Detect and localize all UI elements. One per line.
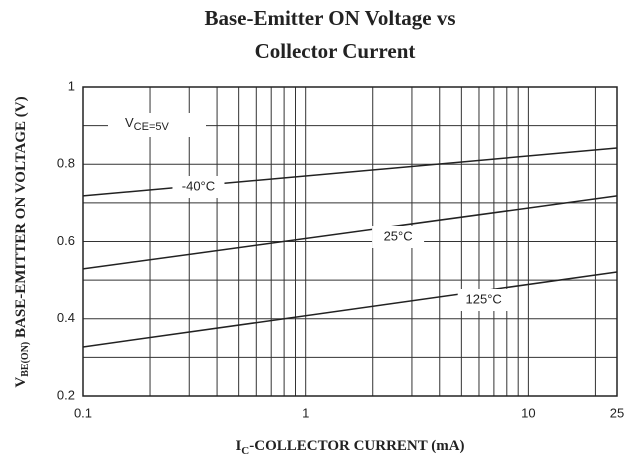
y-tick-label: 0.6 xyxy=(57,233,75,248)
chart-title: Base-Emitter ON Voltage vs xyxy=(204,6,455,30)
y-tick-label: 0.8 xyxy=(57,156,75,171)
series-line xyxy=(82,147,618,197)
x-tick-label: 0.1 xyxy=(74,405,92,420)
label-background xyxy=(457,289,510,311)
x-tick-label: 10 xyxy=(521,405,535,420)
condition-symbol: V xyxy=(125,115,134,130)
series-label: 25°C xyxy=(384,228,413,243)
condition-subscript: CE=5V xyxy=(134,121,170,133)
x-label-subscript: C xyxy=(241,445,249,457)
y-label-symbol: V xyxy=(13,377,29,388)
y-tick-label: 1 xyxy=(68,78,75,93)
label-background xyxy=(108,113,206,137)
condition-label: VCE=5V xyxy=(125,115,169,132)
chart-title: Collector Current xyxy=(255,39,416,63)
y-tick-label: 0.2 xyxy=(57,387,75,402)
y-label-subscript: BE(ON) xyxy=(20,342,31,377)
label-background xyxy=(172,176,225,198)
x-tick-label: 25 xyxy=(610,405,624,420)
y-tick-label: 0.4 xyxy=(57,310,75,325)
series-line xyxy=(82,195,618,270)
x-axis-label: IC-COLLECTOR CURRENT (mA) xyxy=(235,438,464,456)
series-line xyxy=(82,271,618,348)
y-axis-label: VBE(ON) BASE-EMITTER ON VOLTAGE (V) xyxy=(13,96,31,387)
x-label-symbol: I xyxy=(235,438,241,454)
x-label-text: -COLLECTOR CURRENT (mA) xyxy=(249,438,464,454)
series-label: 125°C xyxy=(466,291,502,306)
series-label: -40°C xyxy=(182,178,215,193)
label-background xyxy=(372,226,425,248)
plot-frame xyxy=(82,86,618,397)
y-label-text: BASE-EMITTER ON VOLTAGE (V) xyxy=(13,96,29,341)
x-tick-label: 1 xyxy=(302,405,309,420)
